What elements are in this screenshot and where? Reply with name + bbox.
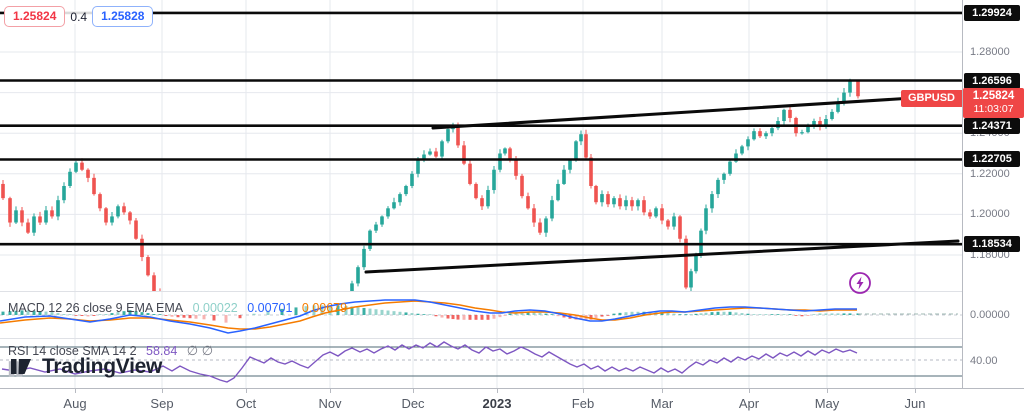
macd-hist-value: 0.00022: [192, 301, 238, 315]
level-price-label: 1.29924: [964, 4, 1020, 21]
time-axis[interactable]: Aug Sep Oct Nov Dec 2023 Feb Mar Apr May Jun: [0, 388, 1024, 416]
level-price-label: 1.18534: [964, 236, 1020, 253]
price-axis-label: 1.22000: [970, 167, 1010, 180]
time-axis-label-apr: Apr: [738, 396, 760, 411]
time-axis-tick: [662, 389, 663, 393]
tradingview-logo-icon: [8, 359, 31, 377]
price-range-high-pill[interactable]: 1.25828: [92, 6, 154, 27]
time-axis-label-sep: Sep: [150, 396, 174, 411]
price-range-tool: 1.25824 0.4 1.25828: [4, 6, 154, 27]
macd-signal-value: 0.00679: [301, 301, 348, 315]
time-axis-label-may: May: [814, 396, 840, 411]
time-axis-tick: [497, 389, 498, 393]
indicator-axis-label: 40.00: [970, 355, 998, 367]
time-axis-tick: [75, 389, 76, 393]
flash-events-button[interactable]: [847, 270, 873, 296]
price-axis-label: 1.28000: [970, 46, 1010, 58]
chart-canvas[interactable]: [0, 0, 962, 388]
time-axis-label-mar: Mar: [650, 396, 674, 411]
level-price-label: 1.24371: [964, 117, 1020, 134]
time-axis-label-oct: Oct: [235, 396, 257, 411]
time-axis-tick: [749, 389, 750, 393]
tradingview-logo-text: TradingView: [42, 355, 163, 378]
time-axis-label-dec: Dec: [401, 396, 425, 411]
time-axis-tick: [413, 389, 414, 393]
time-axis-label-jun: Jun: [904, 396, 926, 411]
time-axis-label-aug: Aug: [63, 396, 87, 411]
time-axis-tick: [330, 389, 331, 393]
current-price-label: 1.25824 11:03:07: [963, 88, 1024, 119]
time-axis-tick: [583, 389, 584, 393]
symbol-price-tag: GBPUSD: [900, 90, 962, 107]
time-axis-tick: [827, 389, 828, 393]
level-price-label: 1.26596: [964, 72, 1020, 89]
lightning-icon: [856, 276, 864, 290]
time-axis-tick: [162, 389, 163, 393]
rsi-value: 58.84: [146, 344, 178, 358]
time-axis-label-2023: 2023: [482, 396, 512, 411]
price-range-percent: 0.4: [65, 9, 93, 24]
time-axis-tick: [915, 389, 916, 393]
time-axis-label-nov: Nov: [318, 396, 342, 411]
tradingview-watermark: TradingView: [8, 355, 162, 379]
price-range-low-pill[interactable]: 1.25824: [4, 6, 66, 27]
macd-title: MACD 12 26 close 9 EMA EMA: [8, 301, 184, 315]
level-price-label: 1.22705: [964, 151, 1020, 168]
rsi-hidden-values: ∅ ∅: [186, 343, 214, 358]
macd-legend[interactable]: MACD 12 26 close 9 EMA EMA 0.00022 0.007…: [8, 301, 353, 315]
macd-line-value: 0.00701: [247, 301, 293, 315]
price-axis-label: 1.20000: [970, 208, 1010, 221]
rsi-title: RSI 14 close SMA 14 2: [8, 344, 137, 358]
price-axis[interactable]: 1.280001.260001.240001.220001.200001.180…: [962, 0, 1024, 388]
time-axis-tick: [246, 389, 247, 393]
time-axis-label-feb: Feb: [571, 396, 595, 411]
rsi-legend[interactable]: RSI 14 close SMA 14 2 58.84 ∅ ∅: [8, 343, 219, 359]
indicator-axis-label: 0.00000: [970, 309, 1010, 321]
